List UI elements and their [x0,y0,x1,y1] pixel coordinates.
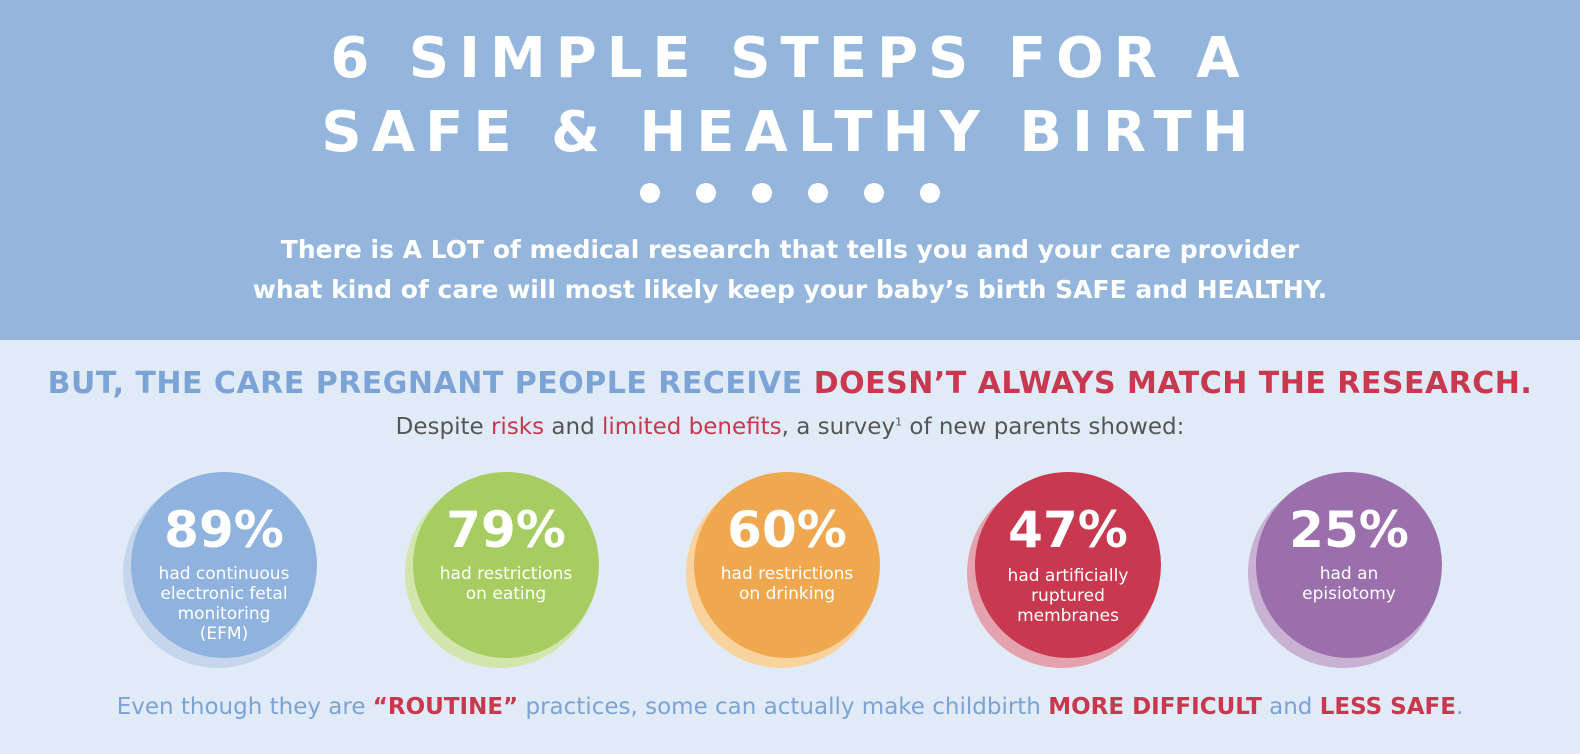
sub-text-4: of new parents showed: [902,414,1185,440]
stat-description-line: episiotomy [1302,584,1396,604]
divider-dot [920,183,940,203]
circle-disc [694,472,880,658]
divider-dot [696,183,716,203]
circle-disc [975,472,1161,658]
stat-percentage: 60% [727,501,847,559]
stat-percentage: 79% [446,501,566,559]
stat-description-line: monitoring [177,604,271,624]
circle-disc [131,472,317,658]
stat-description-line: on drinking [739,584,835,604]
stat-percentage: 47% [1008,501,1128,559]
footer-text-1: Even though they are [116,694,373,720]
stat-description: had restrictions on drinking [694,564,880,604]
footer-text-4: . [1455,694,1464,720]
footnote-marker: 1 [895,415,903,429]
footer-text: Even though they are “ROUTINE” practices… [0,694,1580,720]
sub-text-3: , a survey [781,414,896,440]
divider-dot [640,183,660,203]
intro-text: There is A LOT of medical research that … [0,230,1580,310]
stat-description: had restrictions on eating [413,564,599,604]
stat-percentage: 89% [164,501,284,559]
dot-divider [0,183,1580,203]
stat-description-line: (EFM) [199,624,249,644]
stat-circle: 60% had restrictions on drinking [686,472,886,672]
sub-text-1: Despite [395,414,491,440]
stat-description-line: had restrictions [439,564,573,584]
section-headline: BUT, THE CARE PREGNANT PEOPLE RECEIVE DO… [0,366,1580,401]
stat-description-line: had restrictions [720,564,854,584]
header-banner: 6 SIMPLE STEPS FOR A SAFE & HEALTHY BIRT… [0,0,1580,340]
sub-limited-benefits: limited benefits [602,414,782,440]
stat-description: had an episiotomy [1256,564,1442,604]
stat-description-line: ruptured [1031,586,1105,606]
sub-risks: risks [490,414,545,440]
stat-description-line: had an [1319,564,1379,584]
survey-subheading: Despite risks and limited benefits, a su… [0,414,1580,440]
stat-circle: 25% had an episiotomy [1248,472,1448,672]
stat-description-line: electronic fetal [160,584,288,604]
stat-description: had continuous electronic fetal monitoring… [131,564,317,644]
footer-routine: “ROUTINE” [372,694,519,720]
footer-text-3: and [1261,694,1320,720]
footer-text-2: practices, some can actually make childb… [518,694,1049,720]
stat-description-line: on eating [465,584,547,604]
footer-more-difficult: MORE DIFFICULT [1048,694,1262,720]
headline-part-2: DOESN’T ALWAYS MATCH THE RESEARCH. [813,366,1533,401]
stat-circles: 89% had continuous electronic fetal monitor… [0,472,1580,672]
circle-disc [413,472,599,658]
divider-dot [808,183,828,203]
stat-circle: 79% had restrictions on eating [405,472,605,672]
intro-line-1: There is A LOT of medical research that … [280,235,1300,264]
footer-less-safe: LESS SAFE [1319,694,1456,720]
stat-circle: 89% had continuous electronic fetal monitor… [123,472,323,672]
stat-description-line: membranes [1017,606,1119,626]
sub-text-2: and [544,414,603,440]
page-title: 6 SIMPLE STEPS FOR A SAFE & HEALTHY BIRT… [0,22,1580,170]
circle-disc [1256,472,1442,658]
intro-line-2: what kind of care will most likely keep … [252,275,1328,304]
stat-circle: 47% had artificially ruptured membranes [967,472,1167,672]
headline-part-1: BUT, THE CARE PREGNANT PEOPLE RECEIVE [47,366,814,401]
divider-dot [864,183,884,203]
stat-description-line: had artificially [1007,566,1129,586]
title-line-2: SAFE & HEALTHY BIRTH [321,100,1259,165]
title-line-1: 6 SIMPLE STEPS FOR A [330,26,1250,91]
stat-description-line: had continuous [158,564,290,584]
divider-dot [752,183,772,203]
stat-percentage: 25% [1289,501,1409,559]
stat-description: had artificially ruptured membranes [975,566,1161,626]
